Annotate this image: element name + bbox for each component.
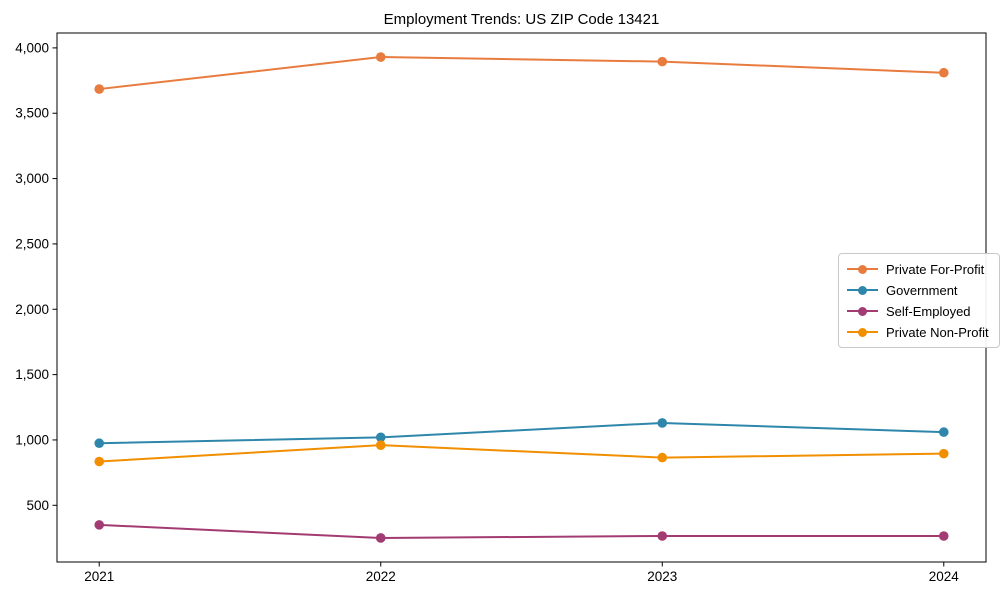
data-point-self-employed-2023 <box>657 531 668 541</box>
y-axis-tick-label: 1,000 <box>15 432 49 447</box>
data-point-private-for-profit-2023 <box>657 56 668 67</box>
series-line-government <box>99 421 944 445</box>
y-axis-tick-label: 1,500 <box>15 367 49 382</box>
legend-label: Self-Employed <box>886 303 971 319</box>
y-axis-tick-label: 3,500 <box>15 106 49 121</box>
x-axis-tick-label: 2022 <box>366 569 396 584</box>
legend-item-private-for-profit: Private For-Profit <box>847 260 989 278</box>
legend-sample-dot <box>858 306 867 316</box>
data-point-private-non-profit-2021 <box>94 456 105 467</box>
legend-item-government: Government <box>847 281 989 299</box>
data-point-self-employed-2021 <box>94 520 105 530</box>
legend-sample-dot <box>858 285 867 295</box>
legend-line-marker-icon <box>847 327 878 337</box>
data-point-private-non-profit-2022 <box>375 440 386 450</box>
legend-sample-dot <box>858 264 867 274</box>
y-axis-tick-label: 4,000 <box>15 40 49 55</box>
data-point-private-for-profit-2022 <box>375 52 386 62</box>
x-axis-tick-label: 2023 <box>647 569 677 584</box>
data-point-government-2021 <box>94 438 105 449</box>
y-axis-tick-label: 2,000 <box>15 302 49 317</box>
x-axis-tick-label: 2021 <box>84 569 114 584</box>
data-point-private-for-profit-2024 <box>938 67 949 78</box>
legend-label: Private Non-Profit <box>886 324 989 340</box>
legend-label: Private For-Profit <box>886 261 985 277</box>
y-axis-tick-label: 2,500 <box>15 236 49 251</box>
legend-line-marker-icon <box>847 264 878 274</box>
data-point-private-for-profit-2021 <box>94 84 105 94</box>
y-axis-tick-label: 500 <box>26 498 49 513</box>
legend-label: Government <box>886 282 958 298</box>
legend-item-private-non-profit: Private Non-Profit <box>847 323 989 341</box>
chart-title: Employment Trends: US ZIP Code 13421 <box>383 11 660 28</box>
y-axis-tick-label: 3,000 <box>15 171 49 186</box>
data-point-government-2023 <box>657 418 668 428</box>
series-line-self-employed <box>99 523 944 539</box>
legend: Private For-Profit Government Self-Employe… <box>838 253 1000 348</box>
x-axis-tick-label: 2024 <box>929 569 960 584</box>
legend-item-self-employed: Self-Employed <box>847 302 989 320</box>
data-point-government-2022 <box>375 432 386 443</box>
legend-sample-dot <box>858 327 867 337</box>
series-line-private-non-profit <box>99 444 944 463</box>
data-point-government-2024 <box>938 427 949 437</box>
data-point-private-non-profit-2023 <box>657 452 668 463</box>
data-point-self-employed-2022 <box>375 533 386 543</box>
data-point-private-non-profit-2024 <box>938 448 949 459</box>
legend-line-marker-icon <box>847 285 878 295</box>
series-line-private-for-profit <box>99 56 944 91</box>
data-point-self-employed-2024 <box>938 531 949 541</box>
legend-line-marker-icon <box>847 306 878 316</box>
